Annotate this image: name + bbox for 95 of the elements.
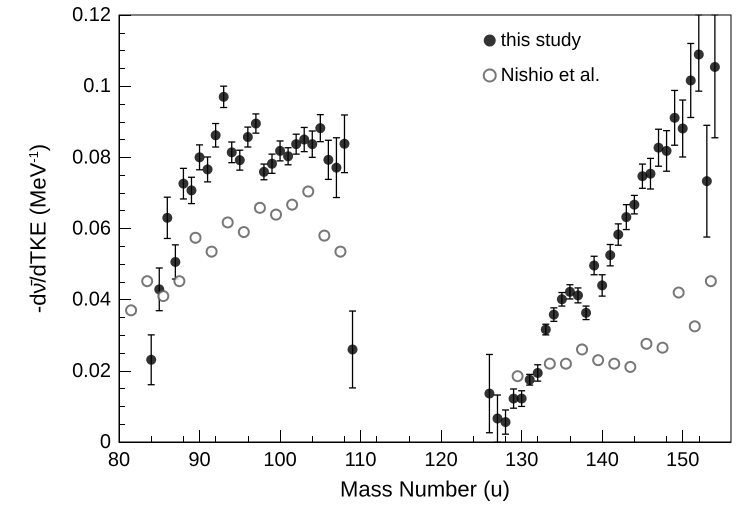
point xyxy=(267,158,277,169)
point xyxy=(162,212,172,223)
point xyxy=(270,208,282,221)
point xyxy=(258,166,269,177)
point xyxy=(190,232,202,244)
point xyxy=(146,354,156,365)
point xyxy=(291,139,302,150)
point xyxy=(592,354,604,366)
point xyxy=(286,198,298,211)
point xyxy=(645,168,656,179)
point xyxy=(210,130,221,140)
point xyxy=(629,200,640,210)
point xyxy=(512,370,524,382)
point xyxy=(637,171,648,182)
point xyxy=(516,394,527,404)
point xyxy=(299,134,310,145)
y-tick-label: 0.04 xyxy=(72,288,111,311)
point xyxy=(307,139,318,150)
point xyxy=(654,142,664,153)
point xyxy=(206,246,218,258)
point xyxy=(226,147,237,158)
x-tick-label: 110 xyxy=(344,449,377,471)
x-tick-label: 90 xyxy=(188,449,211,471)
y-tick-label: 0.06 xyxy=(72,218,111,240)
x-tick-label: 140 xyxy=(585,449,619,471)
point xyxy=(710,62,720,72)
point xyxy=(484,388,494,399)
y-tick-label: 0.08 xyxy=(72,146,111,168)
point xyxy=(315,123,326,134)
point xyxy=(564,286,575,297)
point xyxy=(254,202,266,214)
point xyxy=(544,358,556,370)
point xyxy=(186,185,196,196)
x-tick-label: 130 xyxy=(504,449,538,471)
point xyxy=(500,417,511,428)
point xyxy=(178,178,188,189)
point xyxy=(331,162,342,173)
point xyxy=(678,124,688,134)
point xyxy=(597,280,608,290)
point xyxy=(348,344,358,354)
point xyxy=(605,250,616,260)
point xyxy=(672,286,685,299)
point xyxy=(283,151,294,162)
point xyxy=(581,308,592,318)
point xyxy=(556,294,567,304)
point xyxy=(624,360,636,373)
x-axis-title: Mass Number (u) xyxy=(340,476,510,502)
point xyxy=(141,275,154,288)
point xyxy=(194,152,205,162)
point xyxy=(250,118,261,129)
point xyxy=(608,358,620,370)
point xyxy=(670,112,680,123)
point xyxy=(275,146,286,156)
point xyxy=(202,164,213,174)
point xyxy=(704,275,717,288)
point xyxy=(532,368,543,378)
point xyxy=(576,343,588,356)
point xyxy=(656,342,669,354)
point xyxy=(234,155,245,166)
y-axis-title: -dν̄/dTKE (MeV-1) xyxy=(26,144,50,314)
point xyxy=(688,320,701,332)
y-tick-label: 0.1 xyxy=(83,75,111,98)
legend-label: Nishio et al. xyxy=(500,65,600,86)
point xyxy=(318,230,330,242)
point xyxy=(492,414,502,424)
point xyxy=(508,394,519,404)
point xyxy=(125,304,138,316)
point xyxy=(613,230,624,240)
point xyxy=(157,290,170,302)
point xyxy=(302,185,314,198)
y-tick-label: 0.02 xyxy=(72,360,111,382)
point xyxy=(694,50,704,60)
legend-label: this study xyxy=(500,30,582,51)
point xyxy=(686,75,696,86)
point xyxy=(621,212,632,222)
point xyxy=(702,176,712,186)
point xyxy=(334,246,346,258)
point xyxy=(218,92,229,102)
point xyxy=(589,260,600,271)
point xyxy=(222,216,234,228)
x-tick-label: 120 xyxy=(424,449,458,471)
point xyxy=(173,275,186,288)
point xyxy=(339,138,350,149)
point xyxy=(548,310,559,320)
point xyxy=(573,290,583,300)
x-tick-label: 150 xyxy=(666,449,700,471)
x-tick-label: 100 xyxy=(263,449,297,471)
point xyxy=(560,358,572,370)
y-tick-label: 0.12 xyxy=(72,4,111,26)
point xyxy=(238,226,250,238)
point xyxy=(242,132,253,142)
point xyxy=(170,256,180,267)
point xyxy=(640,338,652,350)
point xyxy=(323,154,334,165)
point xyxy=(662,146,672,156)
